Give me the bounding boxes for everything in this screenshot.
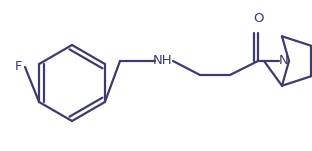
Text: NH: NH bbox=[153, 55, 173, 67]
Text: N: N bbox=[279, 55, 289, 67]
Text: F: F bbox=[14, 61, 22, 74]
Text: O: O bbox=[253, 13, 263, 26]
